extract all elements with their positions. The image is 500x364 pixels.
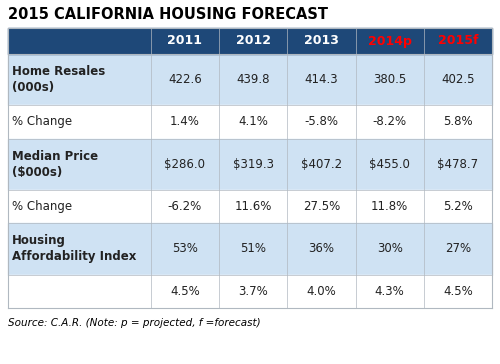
Text: 4.5%: 4.5%	[443, 285, 473, 298]
Text: $319.3: $319.3	[232, 158, 274, 171]
Text: 422.6: 422.6	[168, 73, 202, 86]
Text: 51%: 51%	[240, 242, 266, 256]
Text: Housing
Affordability Index: Housing Affordability Index	[12, 234, 136, 264]
Text: 4.0%: 4.0%	[306, 285, 336, 298]
Bar	[8, 105, 492, 139]
Bar	[8, 28, 492, 54]
Text: 4.1%: 4.1%	[238, 115, 268, 128]
Text: Home Resales
(000s): Home Resales (000s)	[12, 65, 105, 94]
Text: 2011: 2011	[168, 35, 202, 47]
Text: 2015f: 2015f	[438, 35, 478, 47]
Text: 3.7%: 3.7%	[238, 285, 268, 298]
Bar	[8, 274, 492, 308]
Text: 53%: 53%	[172, 242, 198, 256]
Text: -5.8%: -5.8%	[304, 115, 338, 128]
Bar	[8, 54, 492, 105]
Text: -6.2%: -6.2%	[168, 200, 202, 213]
Bar	[8, 190, 492, 223]
Text: 380.5: 380.5	[373, 73, 406, 86]
Text: 439.8: 439.8	[236, 73, 270, 86]
Text: Source: C.A.R. (Note: p = projected, f =forecast): Source: C.A.R. (Note: p = projected, f =…	[8, 318, 260, 328]
Text: 4.3%: 4.3%	[375, 285, 404, 298]
Text: $478.7: $478.7	[438, 158, 478, 171]
Text: 2012: 2012	[236, 35, 270, 47]
Text: 2015 CALIFORNIA HOUSING FORECAST: 2015 CALIFORNIA HOUSING FORECAST	[8, 7, 328, 22]
Text: 414.3: 414.3	[304, 73, 338, 86]
Text: $455.0: $455.0	[369, 158, 410, 171]
Text: $286.0: $286.0	[164, 158, 205, 171]
Text: 11.8%: 11.8%	[371, 200, 408, 213]
Text: 27%: 27%	[445, 242, 471, 256]
Text: 5.8%: 5.8%	[443, 115, 472, 128]
Text: $407.2: $407.2	[301, 158, 342, 171]
Text: 2013: 2013	[304, 35, 339, 47]
Text: 2014p: 2014p	[368, 35, 412, 47]
Text: -8.2%: -8.2%	[372, 115, 406, 128]
Bar	[8, 223, 492, 274]
Text: 1.4%: 1.4%	[170, 115, 200, 128]
Text: 36%: 36%	[308, 242, 334, 256]
Text: 402.5: 402.5	[441, 73, 474, 86]
Text: 5.2%: 5.2%	[443, 200, 473, 213]
Text: Median Price
($000s): Median Price ($000s)	[12, 150, 98, 179]
Text: 30%: 30%	[376, 242, 402, 256]
Text: 4.5%: 4.5%	[170, 285, 200, 298]
Bar	[8, 139, 492, 190]
Text: 27.5%: 27.5%	[303, 200, 340, 213]
Text: % Change: % Change	[12, 115, 72, 128]
Text: % Change: % Change	[12, 200, 72, 213]
Text: 11.6%: 11.6%	[234, 200, 272, 213]
